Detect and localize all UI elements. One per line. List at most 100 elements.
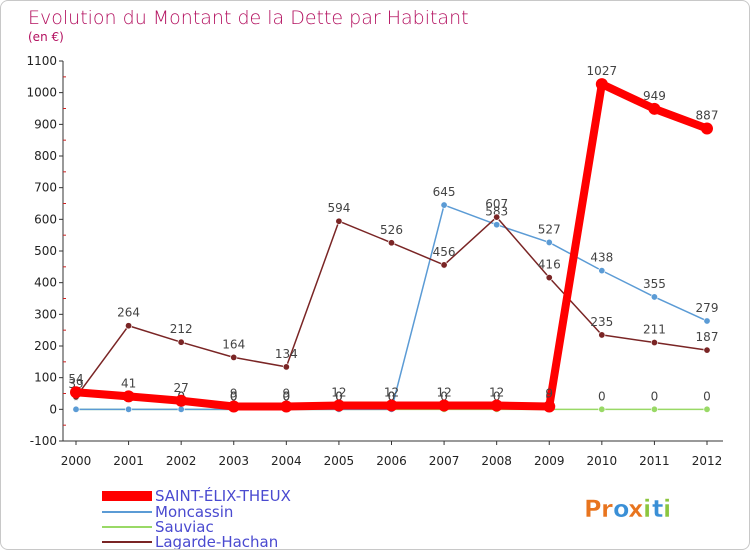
- data-label: 0: [703, 389, 711, 403]
- data-label: 9: [283, 386, 291, 400]
- data-label: 0: [335, 389, 343, 403]
- data-point: [387, 239, 395, 247]
- data-label: 0: [283, 389, 291, 403]
- data-point: [440, 261, 448, 269]
- chart-title: Evolution du Montant de la Dette par Hab…: [28, 7, 469, 29]
- data-label: 187: [696, 330, 719, 344]
- x-tick-label: 2012: [692, 454, 723, 468]
- legend-label: Lagarde-Hachan: [155, 533, 278, 550]
- logo-letter: P: [584, 495, 602, 523]
- data-label: 949: [643, 89, 666, 103]
- data-point: [650, 405, 658, 413]
- data-label: 134: [275, 347, 298, 361]
- data-point: [545, 274, 553, 282]
- data-point: [598, 331, 606, 339]
- data-label: 0: [230, 389, 238, 403]
- data-label: 212: [170, 322, 193, 336]
- logo-letter: o: [613, 495, 630, 523]
- data-point: [438, 399, 451, 412]
- x-tick-label: 2010: [587, 454, 618, 468]
- y-tick-label: -100: [30, 434, 57, 448]
- data-point: [125, 405, 133, 413]
- x-tick-label: 2008: [481, 454, 512, 468]
- data-label: 416: [538, 258, 561, 272]
- data-point: [175, 394, 188, 407]
- data-point: [122, 390, 135, 403]
- data-point: [545, 238, 553, 246]
- data-point: [280, 400, 293, 413]
- data-label: 12: [384, 386, 399, 400]
- logo-letter: x: [628, 495, 644, 523]
- data-point: [703, 346, 711, 354]
- data-label: 0: [388, 389, 396, 403]
- y-tick-label: 0: [49, 402, 57, 416]
- data-point: [490, 399, 503, 412]
- x-tick-label: 2011: [639, 454, 670, 468]
- data-label: 9: [545, 386, 553, 400]
- data-label: 211: [643, 323, 666, 337]
- data-point: [703, 405, 711, 413]
- data-point: [70, 386, 82, 399]
- logo-letter: i: [663, 495, 671, 523]
- data-point: [648, 102, 661, 115]
- data-point: [595, 78, 608, 91]
- logo-letter: i: [643, 495, 651, 523]
- data-label: 264: [117, 306, 140, 320]
- y-tick-label: 1100: [26, 54, 57, 68]
- x-tick-label: 2001: [113, 454, 144, 468]
- data-label: 12: [489, 386, 504, 400]
- y-tick-label: 400: [34, 276, 57, 290]
- chart-subtitle: (en €): [28, 30, 64, 44]
- x-tick-label: 2003: [218, 454, 249, 468]
- data-label: 39: [68, 377, 83, 391]
- data-label: 0: [598, 389, 606, 403]
- data-label: 235: [590, 315, 613, 329]
- data-point: [282, 363, 290, 371]
- data-label: 0: [230, 389, 238, 403]
- x-tick-label: 2006: [376, 454, 407, 468]
- data-label: 41: [121, 376, 136, 390]
- data-point: [227, 400, 240, 413]
- data-label: 279: [696, 301, 719, 315]
- x-tick-label: 2002: [166, 454, 197, 468]
- data-point: [385, 399, 398, 412]
- x-tick-label: 2007: [429, 454, 460, 468]
- data-label: 12: [331, 386, 346, 400]
- data-point: [177, 405, 185, 413]
- data-label: 887: [696, 108, 719, 122]
- legend: SAINT-ÉLIX-THEUXMoncassinSauviacLagarde-…: [102, 486, 291, 550]
- data-point: [598, 267, 606, 275]
- data-label: 0: [440, 389, 448, 403]
- data-point: [332, 399, 345, 412]
- y-tick-label: 100: [34, 371, 57, 385]
- logo-letter: t: [652, 495, 663, 523]
- data-point: [230, 353, 238, 361]
- data-label: 164: [222, 337, 245, 351]
- data-point: [650, 339, 658, 347]
- y-tick-label: 300: [34, 307, 57, 321]
- data-point: [650, 293, 658, 301]
- y-tick-label: 200: [34, 339, 57, 353]
- y-tick-label: 600: [34, 212, 57, 226]
- data-point: [72, 405, 80, 413]
- data-label: 27: [174, 381, 189, 395]
- data-point: [493, 221, 501, 229]
- data-point: [543, 400, 556, 413]
- x-tick-label: 2000: [61, 454, 92, 468]
- data-label: 1027: [587, 64, 618, 78]
- data-label: 12: [436, 386, 451, 400]
- y-tick-label: 1000: [26, 86, 57, 100]
- x-tick-label: 2004: [271, 454, 302, 468]
- data-label: 0: [388, 389, 396, 403]
- data-point: [177, 338, 185, 346]
- data-label: 527: [538, 222, 561, 236]
- data-point: [125, 322, 133, 330]
- y-tick-label: 800: [34, 149, 57, 163]
- data-label: 645: [433, 185, 456, 199]
- data-point: [701, 122, 713, 135]
- data-label: 0: [651, 389, 659, 403]
